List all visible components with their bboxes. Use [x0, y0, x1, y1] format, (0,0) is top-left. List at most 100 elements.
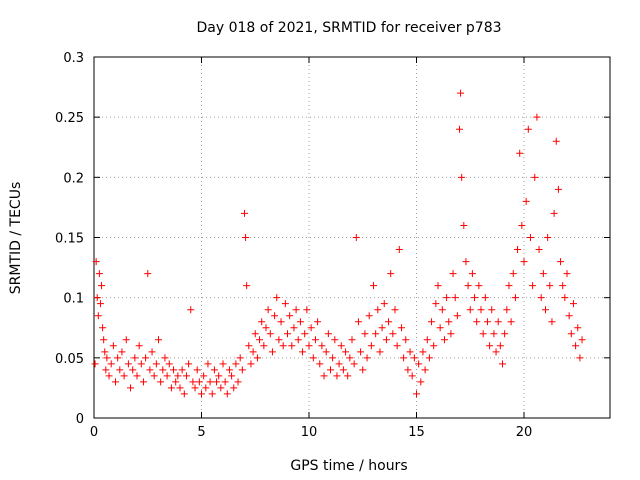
data-point	[307, 324, 315, 332]
data-point	[262, 324, 270, 332]
data-point	[118, 348, 126, 356]
data-point	[408, 372, 416, 380]
data-point	[159, 366, 167, 374]
data-point	[453, 312, 461, 320]
data-point	[505, 282, 513, 290]
data-point	[365, 312, 373, 320]
data-point	[165, 360, 173, 368]
data-point	[516, 149, 524, 157]
data-point	[352, 234, 360, 241]
data-point	[578, 336, 586, 344]
data-point	[557, 258, 565, 266]
data-point	[385, 318, 393, 326]
data-point	[161, 354, 169, 362]
data-point	[537, 294, 545, 302]
data-point	[492, 348, 500, 356]
data-point	[554, 185, 562, 193]
data-point	[417, 378, 425, 386]
data-point	[488, 306, 496, 314]
data-point	[357, 348, 365, 356]
data-point	[185, 360, 193, 368]
data-point	[397, 324, 405, 332]
data-point	[311, 336, 319, 344]
data-point	[116, 366, 124, 374]
data-point	[258, 318, 266, 326]
data-point	[378, 324, 386, 332]
data-point	[148, 348, 156, 356]
data-point	[316, 360, 324, 368]
data-point	[574, 324, 582, 332]
data-point	[460, 221, 468, 229]
data-point	[438, 306, 446, 314]
data-point	[221, 378, 229, 386]
data-point	[103, 354, 111, 362]
data-point	[361, 330, 369, 338]
gridlines	[94, 57, 610, 418]
data-point	[241, 209, 248, 217]
data-point	[137, 360, 145, 368]
data-point	[243, 282, 251, 290]
data-point	[481, 294, 489, 302]
data-point	[182, 372, 190, 380]
data-point	[107, 360, 115, 368]
data-point	[539, 270, 547, 278]
data-point	[301, 330, 309, 338]
axis-ticks: 0 0.05 0.1 0.15 0.2 0.25 0.3 0 5 10 15 20	[55, 51, 610, 440]
data-point	[174, 372, 182, 380]
data-point	[91, 360, 99, 368]
data-point	[172, 378, 180, 386]
data-point	[496, 342, 504, 350]
data-point	[204, 360, 212, 368]
data-point	[548, 318, 556, 326]
data-point	[208, 390, 216, 398]
data-point	[95, 270, 103, 278]
data-point	[331, 336, 339, 344]
data-point	[376, 348, 384, 356]
data-point	[565, 312, 573, 320]
data-point	[359, 366, 367, 374]
data-point	[120, 372, 128, 380]
data-point	[348, 336, 356, 344]
data-point	[526, 234, 534, 241]
data-point	[473, 318, 481, 326]
data-point	[380, 300, 388, 308]
data-point	[335, 360, 343, 368]
data-point	[256, 336, 264, 344]
data-point	[98, 282, 106, 290]
data-point	[421, 366, 429, 374]
y-tick-label: 0.05	[55, 352, 84, 367]
data-point	[234, 378, 242, 386]
data-point	[415, 360, 423, 368]
data-point	[406, 348, 414, 356]
data-point	[507, 318, 515, 326]
data-point	[314, 318, 322, 326]
data-point	[122, 336, 130, 344]
data-point	[299, 348, 307, 356]
data-point	[419, 348, 427, 356]
data-point	[337, 342, 345, 350]
data-point	[92, 258, 100, 266]
x-tick-label: 5	[197, 425, 205, 440]
data-point	[367, 342, 375, 350]
data-point	[518, 221, 526, 229]
data-point	[245, 342, 253, 350]
data-point	[112, 378, 119, 386]
data-point	[155, 336, 162, 344]
data-point	[150, 372, 158, 380]
data-point	[544, 234, 552, 241]
data-point	[324, 330, 332, 338]
data-point	[223, 390, 231, 398]
data-point	[464, 282, 472, 290]
data-point	[542, 306, 549, 314]
data-point	[93, 294, 101, 302]
data-point	[490, 330, 498, 338]
data-point	[180, 390, 188, 398]
data-point	[468, 270, 476, 278]
data-point	[152, 360, 160, 368]
data-point	[228, 372, 236, 380]
data-point	[320, 372, 328, 380]
data-point	[531, 173, 539, 181]
data-point	[458, 173, 466, 181]
data-point	[350, 360, 358, 368]
data-point	[333, 372, 341, 380]
